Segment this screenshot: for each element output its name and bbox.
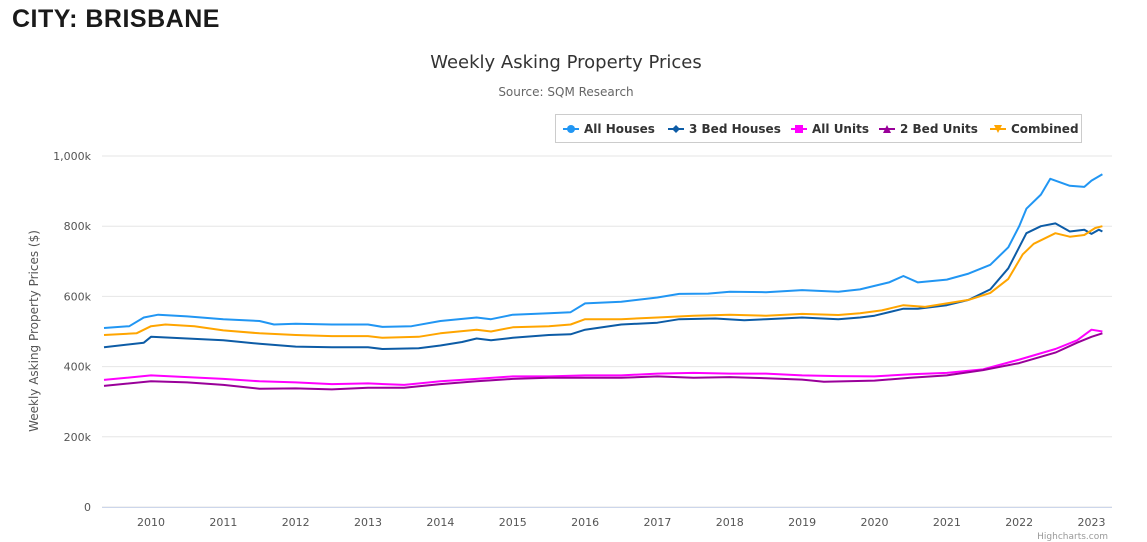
y-tick-label: 200k — [64, 431, 92, 444]
legend-item-combined[interactable]: Combined — [990, 122, 1079, 136]
legend-item-2-bed-units[interactable]: 2 Bed Units — [879, 122, 978, 136]
legend-item-all-units[interactable]: All Units — [791, 122, 869, 136]
triangle-marker-icon — [883, 125, 891, 133]
credits-link[interactable]: Highcharts.com — [1037, 532, 1108, 542]
legend-label: All Units — [812, 122, 869, 136]
series-line-combined — [103, 225, 1103, 339]
x-tick-label: 2019 — [788, 516, 816, 529]
x-tick-label: 2012 — [282, 516, 310, 529]
legend-label: 2 Bed Units — [900, 122, 978, 136]
x-tick-label: 2020 — [861, 516, 889, 529]
x-tick-label: 2015 — [499, 516, 527, 529]
series-line-3-bed-houses — [103, 222, 1103, 350]
y-axis-label: Weekly Asking Property Prices ($) — [27, 230, 41, 432]
square-marker-icon — [795, 125, 803, 133]
legend-item-all-houses[interactable]: All Houses — [563, 122, 655, 136]
y-tick-label: 600k — [64, 290, 92, 303]
x-tick-label: 2010 — [137, 516, 165, 529]
x-tick-label: 2023 — [1078, 516, 1106, 529]
y-tick-label: 1,000k — [53, 150, 91, 163]
y-tick-label: 800k — [64, 220, 92, 233]
triangle-down-marker-icon — [994, 125, 1002, 133]
legend-label: All Houses — [584, 122, 655, 136]
chart-subtitle: Source: SQM Research — [498, 85, 633, 99]
series-line-all-houses — [103, 173, 1103, 329]
x-tick-label: 2022 — [1005, 516, 1033, 529]
circle-marker-icon — [567, 125, 575, 133]
x-tick-label: 2018 — [716, 516, 744, 529]
y-tick-label: 400k — [64, 361, 92, 374]
chart-title: Weekly Asking Property Prices — [430, 52, 702, 73]
diamond-marker-icon — [672, 125, 680, 133]
x-tick-label: 2016 — [571, 516, 599, 529]
series-line-2-bed-units — [103, 332, 1103, 391]
y-tick-label: 0 — [84, 501, 91, 514]
series-line-all-units — [103, 328, 1103, 386]
x-tick-label: 2014 — [426, 516, 454, 529]
legend-label: 3 Bed Houses — [689, 122, 781, 136]
legend-label: Combined — [1011, 122, 1079, 136]
city-heading: CITY: BRISBANE — [12, 5, 220, 33]
x-tick-label: 2021 — [933, 516, 961, 529]
x-tick-label: 2013 — [354, 516, 382, 529]
x-tick-label: 2011 — [209, 516, 237, 529]
x-tick-label: 2017 — [643, 516, 671, 529]
legend-item-3-bed-houses[interactable]: 3 Bed Houses — [668, 122, 781, 136]
